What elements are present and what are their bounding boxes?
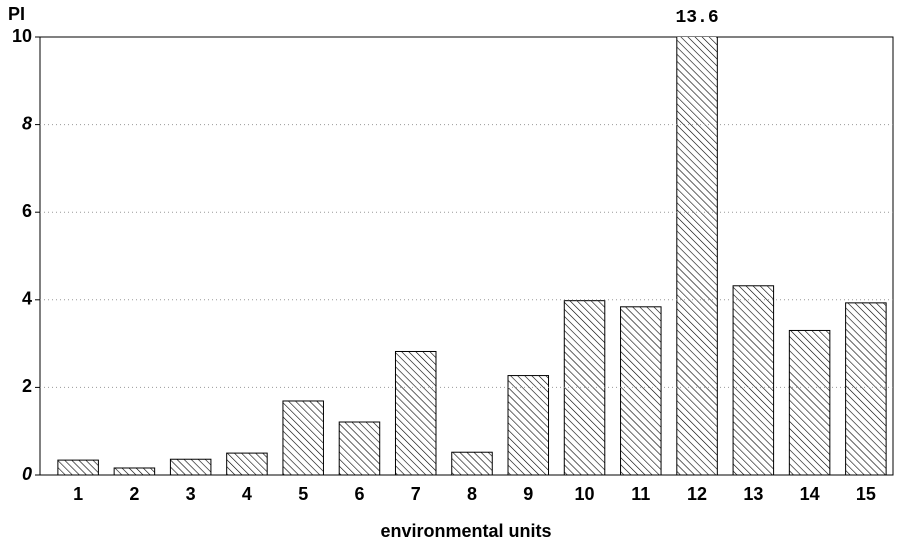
x-tick-label: 12 [687,484,707,504]
x-tick-label: 4 [242,484,252,504]
x-tick-label: 9 [523,484,533,504]
bar [394,350,437,476]
value-label: 13.6 [675,8,718,28]
bar [169,458,212,476]
x-tick-label: 1 [73,484,83,504]
y-tick-label: 4 [22,289,32,309]
x-tick-label: 10 [575,484,595,504]
bar [282,400,324,476]
x-tick-label: 7 [411,484,421,504]
bar [676,37,718,476]
x-axis-label: environmental units [380,521,551,541]
y-tick-label: 6 [22,201,32,221]
bar [57,459,99,476]
y-tick-label: 8 [22,113,32,133]
plot-area [57,37,887,476]
bar [338,421,381,476]
x-tick-label: 11 [631,484,650,504]
x-tick-label: 5 [298,484,308,504]
x-tick-label: 6 [354,484,364,504]
bar [845,302,887,476]
y-axis-label: PI [8,4,25,24]
x-tick-label: 3 [186,484,196,504]
bar [563,300,606,476]
x-tick-label: 13 [743,484,763,504]
x-tick-label: 8 [467,484,477,504]
bar [113,467,156,476]
bar [507,375,550,476]
x-tick-label: 15 [856,484,876,504]
y-tick-label: 0 [22,464,32,484]
bar [788,329,831,476]
y-tick-label: 2 [22,376,32,396]
bar [620,306,662,476]
x-tick-label: 2 [129,484,139,504]
y-tick-label: 10 [12,26,32,46]
bar [451,451,493,476]
bar [226,452,268,476]
bar [732,285,775,476]
x-tick-label: 14 [800,484,820,504]
